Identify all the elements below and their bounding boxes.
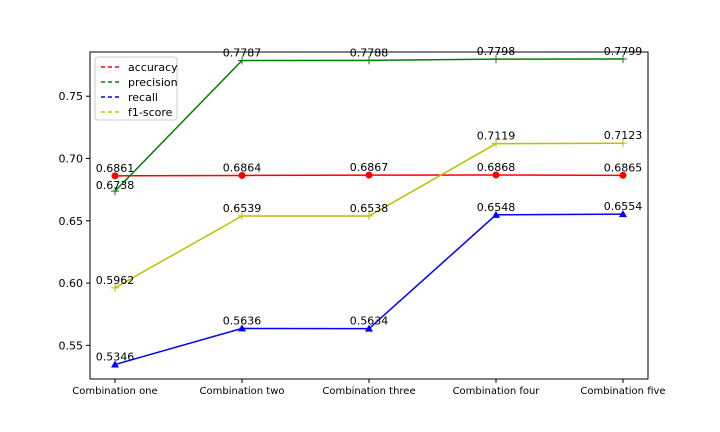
series-layer: 0.6861 0.6864 0.6867 0.6868 0.6865 0.6738 0.77… bbox=[96, 45, 643, 368]
data-point bbox=[492, 139, 500, 148]
x-axis: Combination one Combination two Combinatio… bbox=[72, 379, 666, 397]
data-label: 0.6539 bbox=[223, 202, 262, 215]
data-point bbox=[619, 54, 627, 63]
data-label: 0.7799 bbox=[604, 45, 643, 58]
data-label: 0.5346 bbox=[96, 351, 135, 364]
data-label: 0.5636 bbox=[223, 314, 262, 327]
data-label: 0.7787 bbox=[223, 46, 262, 59]
data-point bbox=[111, 187, 119, 196]
legend-label: precision bbox=[128, 76, 178, 89]
data-point bbox=[619, 139, 627, 148]
legend: accuracy precision recall f1-score bbox=[94, 56, 178, 121]
y-axis: 0.55 0.60 0.65 0.70 0.75 bbox=[59, 90, 90, 352]
data-point bbox=[111, 360, 119, 368]
data-point bbox=[238, 56, 246, 65]
legend-label: recall bbox=[128, 91, 158, 104]
x-tick-label: Combination four bbox=[453, 386, 541, 397]
series-precision: 0.6738 0.7787 0.7788 0.7798 0.7799 bbox=[96, 45, 643, 196]
data-point bbox=[238, 324, 246, 332]
data-label: 0.6861 bbox=[96, 162, 135, 175]
data-point bbox=[492, 171, 500, 179]
data-label: 0.6738 bbox=[96, 179, 135, 192]
x-tick-label: Combination one bbox=[72, 386, 157, 397]
data-point bbox=[365, 171, 373, 179]
data-label: 0.6538 bbox=[350, 202, 389, 215]
series-f1-score: 0.5962 0.6539 0.6538 0.7119 0.7123 bbox=[96, 129, 643, 292]
legend-label: f1-score bbox=[128, 106, 173, 119]
data-point bbox=[492, 210, 500, 218]
x-tick-label: Combination three bbox=[322, 386, 415, 397]
data-label: 0.5962 bbox=[96, 274, 135, 287]
data-point bbox=[238, 171, 246, 179]
y-tick-label: 0.55 bbox=[59, 339, 84, 352]
data-point bbox=[111, 172, 119, 180]
data-label: 0.7788 bbox=[350, 46, 389, 59]
data-point bbox=[238, 211, 246, 220]
y-tick-label: 0.70 bbox=[59, 153, 84, 166]
data-label: 0.5634 bbox=[350, 315, 389, 328]
data-point bbox=[365, 324, 373, 332]
data-label: 0.6864 bbox=[223, 161, 262, 174]
data-label: 0.7119 bbox=[477, 130, 516, 143]
series-accuracy: 0.6861 0.6864 0.6867 0.6868 0.6865 bbox=[96, 161, 643, 180]
data-label: 0.6868 bbox=[477, 161, 516, 174]
series-recall: 0.5346 0.5636 0.5634 0.6548 0.6554 bbox=[96, 200, 643, 368]
data-point bbox=[365, 56, 373, 65]
data-point bbox=[492, 55, 500, 64]
x-tick-label: Combination two bbox=[200, 386, 285, 397]
y-tick-label: 0.65 bbox=[59, 215, 84, 228]
data-label: 0.6548 bbox=[477, 201, 516, 214]
legend-box bbox=[94, 56, 178, 121]
y-tick-label: 0.60 bbox=[59, 277, 84, 290]
data-label: 0.7123 bbox=[604, 129, 643, 142]
data-point bbox=[111, 283, 119, 292]
legend-label: accuracy bbox=[128, 61, 178, 74]
data-point bbox=[619, 171, 627, 179]
data-label: 0.6554 bbox=[604, 200, 643, 213]
data-label: 0.6865 bbox=[604, 161, 643, 174]
data-label: 0.7798 bbox=[477, 45, 516, 58]
data-label: 0.6867 bbox=[350, 161, 389, 174]
x-tick-label: Combination five bbox=[580, 386, 665, 397]
data-point bbox=[619, 210, 627, 218]
y-tick-label: 0.75 bbox=[59, 90, 84, 103]
data-point bbox=[365, 212, 373, 221]
